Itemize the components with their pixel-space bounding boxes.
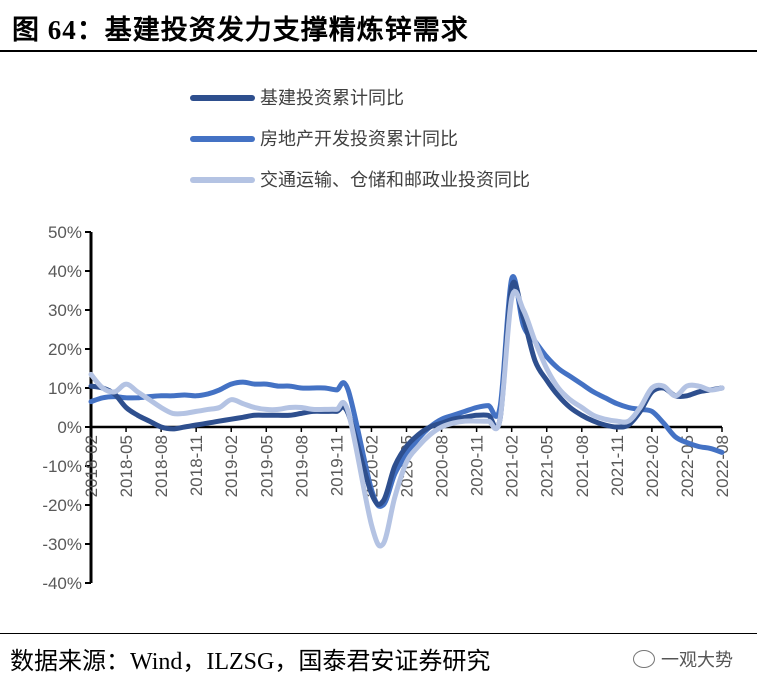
wechat-icon	[633, 650, 655, 668]
y-tick-label: 50%	[48, 223, 82, 242]
title-divider	[0, 50, 757, 52]
x-tick-label: 2022-05	[678, 435, 697, 497]
y-tick-label: 0%	[57, 418, 82, 437]
series-line-2	[88, 273, 725, 509]
y-tick-label: 20%	[48, 340, 82, 359]
x-tick-label: 2020-08	[433, 435, 452, 497]
x-tick-label: 2020-11	[468, 435, 487, 496]
y-axis: -40% -30% -20% -10% 0% 10% 20% 30% 40% 50%	[42, 223, 93, 593]
x-tick-label: 2019-08	[292, 435, 311, 497]
y-tick-label: 30%	[48, 301, 82, 320]
x-tick-label: 2019-11	[327, 435, 346, 496]
x-tick-label: 2018-08	[152, 435, 171, 497]
y-tick-label: -10%	[42, 457, 82, 476]
x-tick-label: 2021-11	[608, 435, 627, 496]
x-tick-label: 2021-02	[503, 435, 522, 497]
y-tick-label: 10%	[48, 379, 82, 398]
footer-divider	[0, 633, 757, 634]
y-tick-label: 40%	[48, 262, 82, 281]
y-tick-label: -30%	[42, 535, 82, 554]
x-tick-label: 2018-11	[187, 435, 206, 496]
x-tick-label: 2022-08	[713, 435, 732, 497]
watermark-text: 一观大势	[661, 650, 733, 670]
x-tick-label: 2021-08	[573, 435, 592, 497]
x-tick-label: 2018-05	[117, 435, 136, 497]
figure-title: 图 64：基建投资发力支撑精炼锌需求	[12, 15, 469, 45]
series-lines	[88, 273, 725, 549]
y-tick-label: -40%	[42, 574, 82, 593]
series-line-1	[88, 279, 725, 507]
source-note: 数据来源：Wind，ILZSG，国泰君安证券研究	[10, 649, 491, 675]
x-tick-label: 2019-02	[222, 435, 241, 497]
x-tick-label: 2022-02	[643, 435, 662, 497]
legend-label-2: 房地产开发投资累计同比	[260, 129, 458, 150]
x-tick-label: 2019-05	[257, 435, 276, 497]
x-tick-label: 2021-05	[538, 435, 557, 497]
series-line-3	[88, 288, 725, 549]
legend-label-3: 交通运输、仓储和邮政业投资同比	[260, 170, 530, 191]
x-tick-label: 2018-02	[82, 435, 101, 497]
y-tick-label: -20%	[42, 496, 82, 515]
watermark: 一观大势	[633, 646, 733, 672]
legend-label-1: 基建投资累计同比	[260, 88, 404, 109]
